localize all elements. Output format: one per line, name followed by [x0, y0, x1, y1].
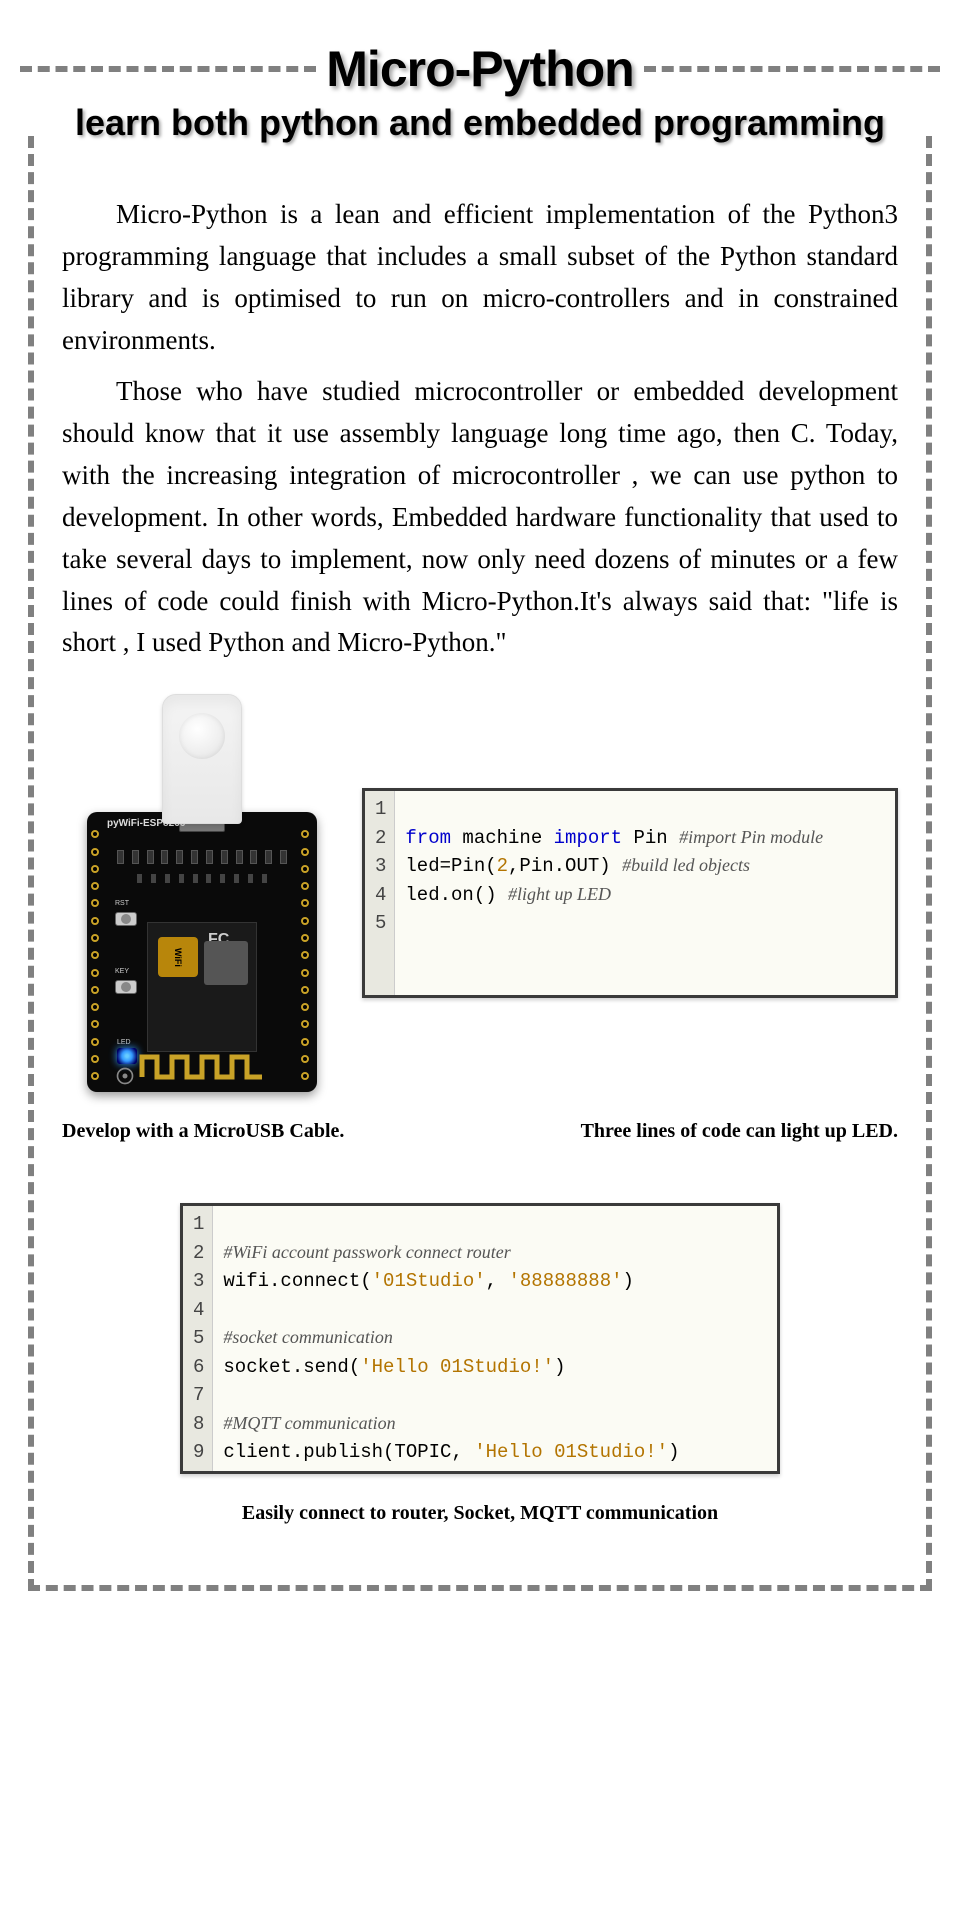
board-illustration: pyWiFi-ESP8266 RST KEY WiFi FC	[62, 694, 342, 1092]
code2-line-numbers: 123456789	[183, 1206, 213, 1471]
code1-line-numbers: 12345	[365, 791, 395, 995]
page-title: Micro-Python	[316, 40, 643, 98]
title-dash-right	[644, 66, 940, 72]
rst-label: RST	[115, 900, 129, 907]
pcb-antenna-icon	[137, 1052, 267, 1082]
title-row: Micro-Python	[20, 40, 940, 98]
usb-plug-icon	[162, 694, 242, 824]
paragraph-1: Micro-Python is a lean and efficient imp…	[62, 194, 898, 361]
board-and-code-row: pyWiFi-ESP8266 RST KEY WiFi FC	[56, 694, 904, 1092]
captions-row: Develop with a MicroUSB Cable. Three lin…	[56, 1120, 904, 1143]
title-dash-left	[20, 66, 316, 72]
esp-chip-icon	[204, 941, 248, 985]
content-frame: Micro-Python is a lean and efficient imp…	[28, 136, 932, 1591]
caption-bottom: Easily connect to router, Socket, MQTT c…	[56, 1502, 904, 1525]
code-block-1: 12345 from machine import Pin #import Pi…	[362, 788, 898, 998]
code-block-2: 123456789 #WiFi account passwork connect…	[180, 1203, 780, 1474]
page: Micro-Python learn both python and embed…	[0, 0, 960, 1689]
esp8266-board: pyWiFi-ESP8266 RST KEY WiFi FC	[87, 812, 317, 1092]
smd-row-2	[137, 874, 267, 884]
led-label: LED	[117, 1039, 131, 1046]
smd-row-1	[117, 850, 287, 866]
gear-icon	[115, 1066, 135, 1086]
wifi-module: WiFi FC ISM 2.4GHz PA +25dBm 802.11b/g/n	[147, 922, 257, 1052]
rst-button-icon	[115, 912, 137, 926]
pin-holes-right	[301, 830, 313, 1080]
code-block-2-wrap: 123456789 #WiFi account passwork connect…	[180, 1203, 780, 1474]
wifi-shield-icon: WiFi	[158, 937, 198, 977]
code-block-1-wrap: 12345 from machine import Pin #import Pi…	[362, 788, 898, 998]
key-label: KEY	[115, 968, 129, 975]
code1-body: from machine import Pin #import Pin modu…	[395, 791, 895, 995]
caption-left: Develop with a MicroUSB Cable.	[62, 1120, 344, 1143]
code2-body: #WiFi account passwork connect routerwif…	[213, 1206, 777, 1471]
led-icon	[117, 1048, 137, 1064]
key-button-icon	[115, 980, 137, 994]
paragraph-2: Those who have studied microcontroller o…	[62, 371, 898, 664]
pin-holes-left	[91, 830, 103, 1080]
caption-right: Three lines of code can light up LED.	[581, 1120, 898, 1143]
